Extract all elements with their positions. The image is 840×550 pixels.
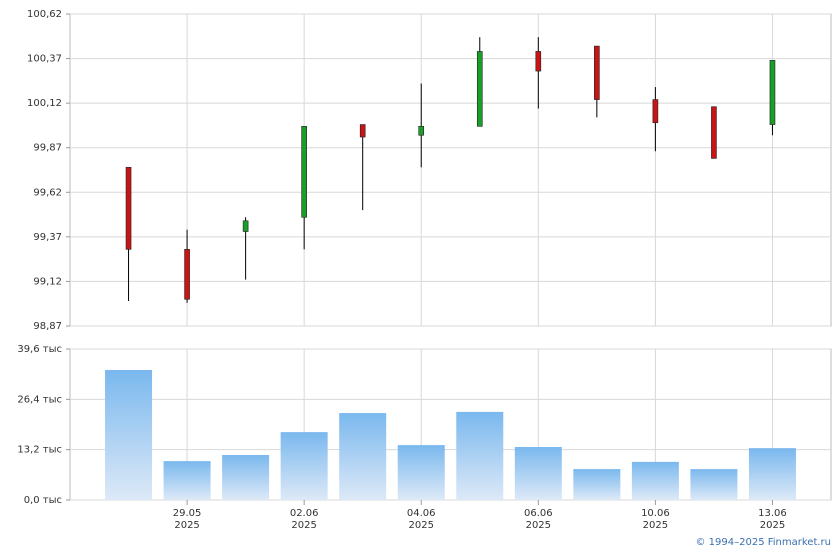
candle-body — [242, 220, 249, 232]
price-frame — [69, 13, 832, 327]
y-tick-label: 100,62 — [27, 9, 62, 20]
x-tick-sublabel: 2025 — [291, 520, 316, 531]
x-tick-label: 04.06 — [407, 508, 436, 519]
x-tick-sublabel: 2025 — [409, 520, 434, 531]
y-tick-label: 100,37 — [27, 54, 62, 65]
volume-bar — [748, 448, 796, 500]
y-tick-label: 100,12 — [27, 98, 62, 109]
volume-bar — [339, 413, 387, 500]
y-tick-label: 39,6 тыс — [17, 344, 62, 355]
candle-body — [535, 51, 542, 72]
y-tick-label: 26,4 тыс — [17, 394, 62, 405]
volume-bar — [456, 411, 504, 500]
candle-body — [652, 99, 659, 124]
x-tick-label: 10.06 — [641, 508, 670, 519]
volume-bar — [105, 369, 153, 500]
candle-body — [711, 106, 717, 159]
y-tick-label: 99,87 — [33, 143, 62, 154]
y-tick-label: 98,87 — [33, 321, 62, 332]
x-tick-sublabel: 2025 — [760, 520, 785, 531]
y-tick-label: 99,37 — [33, 232, 62, 243]
volume-bar — [514, 446, 562, 500]
x-tick-label: 06.06 — [524, 508, 553, 519]
footer: © 1994–2025 Finmarket.ru — [695, 537, 831, 548]
candle-body — [184, 249, 190, 300]
volume-bar — [631, 461, 679, 500]
candle-body — [769, 60, 776, 125]
volume-bar — [397, 445, 445, 500]
candle-body — [125, 167, 132, 250]
candle-body — [476, 51, 483, 127]
y-tick-label: 13,2 тыс — [17, 445, 62, 456]
x-tick-sublabel: 2025 — [174, 520, 199, 531]
x-tick-label: 13.06 — [758, 508, 787, 519]
x-tick-sublabel: 2025 — [643, 520, 668, 531]
candle-body — [418, 126, 425, 136]
y-tick-label: 99,62 — [33, 187, 62, 198]
y-tick-label: 99,12 — [33, 276, 62, 287]
candle-body — [594, 45, 600, 100]
x-tick-label: 29.05 — [173, 508, 202, 519]
x-tick-label: 02.06 — [290, 508, 319, 519]
candle-body — [359, 124, 366, 138]
x-tick-sublabel: 2025 — [526, 520, 551, 531]
volume-bar — [690, 469, 738, 500]
volume-bar — [222, 455, 270, 500]
candle-body — [301, 126, 307, 218]
volume-bar — [573, 469, 621, 500]
y-tick-label: 0,0 тыс — [24, 495, 62, 506]
volume-bar — [280, 432, 328, 500]
volume-bar — [163, 461, 211, 500]
